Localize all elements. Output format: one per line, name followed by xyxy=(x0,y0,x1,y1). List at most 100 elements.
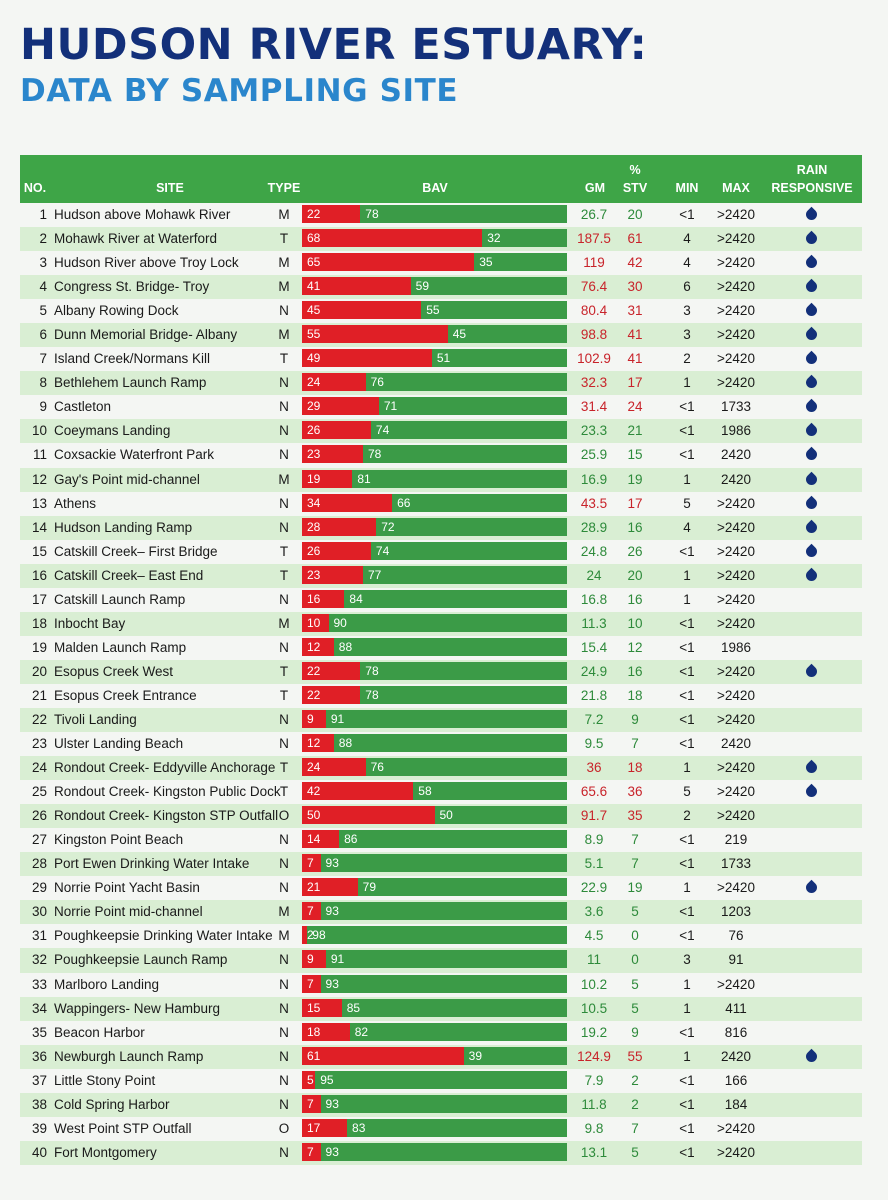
table-row: 29 Norrie Point Yacht Basin N 21 79 22.9 19 1 >2… xyxy=(20,876,862,900)
min-value: <1 xyxy=(679,423,695,439)
rain-responsive-cell xyxy=(800,299,822,323)
min-value: 5 xyxy=(683,784,691,800)
stv-value: 7 xyxy=(631,736,639,752)
bav-bar: 61 39 xyxy=(302,1046,567,1065)
min-value: <1 xyxy=(679,1072,695,1088)
bav-bar: 34 66 xyxy=(302,493,567,512)
rain-responsive-cell xyxy=(800,419,822,443)
stv-value: 7 xyxy=(631,832,639,848)
max-value: >2420 xyxy=(717,375,755,391)
site-name: West Point STP Outfall xyxy=(54,1120,192,1136)
min-value: 4 xyxy=(683,231,691,247)
bav-red-label: 14 xyxy=(307,832,321,847)
bav-bar: 23 78 xyxy=(302,445,567,464)
gm-value: 26.7 xyxy=(580,207,608,222)
bav-green-label: 79 xyxy=(362,880,376,895)
max-value: 1986 xyxy=(720,423,752,439)
site-name: Poughkeepsie Drinking Water Intake xyxy=(54,928,273,944)
site-name: Marlboro Landing xyxy=(54,976,160,992)
header-rain: RAIN xyxy=(796,163,828,177)
table-row: 4 Congress St. Bridge- Troy M 41 59 76.4 30 6 >2… xyxy=(20,275,862,300)
site-name: Newburgh Launch Ramp xyxy=(54,1048,204,1064)
rain-responsive-cell xyxy=(800,203,822,227)
site-type: T xyxy=(279,231,289,247)
bav-red-segment xyxy=(302,661,361,680)
bav-red-label: 41 xyxy=(307,279,321,294)
gm-value: 11.3 xyxy=(581,615,607,631)
bav-red-segment xyxy=(302,902,321,921)
max-value: 2420 xyxy=(720,471,752,487)
gm-value: 24.8 xyxy=(580,543,608,559)
header-min: MIN xyxy=(675,181,699,195)
bav-green-label: 51 xyxy=(436,351,451,366)
raindrop-icon xyxy=(803,230,820,247)
bav-bar: 26 74 xyxy=(302,421,567,440)
site-number: 13 xyxy=(31,495,47,511)
stv-value: 2 xyxy=(631,1096,639,1112)
bav-red-segment xyxy=(302,493,393,512)
bav-red-segment xyxy=(302,782,414,801)
bav-red-label: 26 xyxy=(307,423,321,438)
site-name: Port Ewen Drinking Water Intake xyxy=(54,856,250,872)
rain-responsive-cell xyxy=(800,1093,822,1117)
bav-bar: 21 79 xyxy=(302,878,567,897)
bav-bar: 50 50 xyxy=(302,806,567,825)
gm-value: 91.7 xyxy=(580,808,608,824)
table-row: 22 Tivoli Landing N 9 91 7.2 9 <1 >2420 xyxy=(20,707,862,733)
raindrop-icon xyxy=(803,663,820,680)
site-number: 38 xyxy=(31,1096,47,1112)
rain-responsive-cell xyxy=(800,468,822,492)
bav-red-label: 7 xyxy=(307,1144,314,1159)
site-name: Coxsackie Waterfront Park xyxy=(54,447,215,463)
rain-responsive-cell xyxy=(800,684,822,708)
min-value: <1 xyxy=(679,904,695,920)
gm-value: 25.9 xyxy=(580,447,608,463)
max-value: >2420 xyxy=(717,687,755,703)
bav-red-segment xyxy=(302,806,435,825)
site-type: N xyxy=(279,880,289,896)
table-row: 8 Bethlehem Launch Ramp N 24 76 32.3 17 1 >2420 xyxy=(20,371,862,396)
site-type: N xyxy=(279,711,289,727)
rain-responsive-cell xyxy=(800,540,822,564)
max-value: 2420 xyxy=(720,447,752,463)
rain-responsive-cell xyxy=(800,876,822,900)
site-number: 21 xyxy=(31,687,47,703)
max-value: >2420 xyxy=(717,351,755,367)
bav-red-segment xyxy=(302,734,334,753)
stv-value: 24 xyxy=(627,399,643,415)
raindrop-icon xyxy=(803,1048,820,1064)
site-name: Rondout Creek- Eddyville Anchorage xyxy=(54,760,276,776)
gm-value: 32.3 xyxy=(580,375,608,391)
raindrop-icon xyxy=(803,326,820,343)
bav-green-label: 55 xyxy=(426,303,440,318)
gm-value: 102.9 xyxy=(577,351,611,367)
bav-bar: 7 93 xyxy=(302,1094,567,1113)
site-number: 31 xyxy=(31,928,47,944)
min-value: <1 xyxy=(679,711,695,727)
rain-responsive-cell xyxy=(800,636,822,660)
bav-green-label: 93 xyxy=(325,1144,339,1159)
stv-value: 17 xyxy=(627,495,643,511)
gm-value: 65.6 xyxy=(580,784,608,800)
min-value: <1 xyxy=(679,736,695,752)
site-number: 18 xyxy=(31,615,47,631)
bav-bar: 7 93 xyxy=(302,902,567,921)
site-name: Athens xyxy=(54,495,97,511)
bav-red-label: 61 xyxy=(307,1048,321,1063)
site-number: 19 xyxy=(31,639,47,655)
bav-red-segment xyxy=(302,253,475,272)
site-number: 7 xyxy=(39,351,47,367)
site-number: 10 xyxy=(31,423,47,439)
min-value: <1 xyxy=(679,1144,695,1160)
bav-green-label: 98 xyxy=(312,928,326,943)
table-row: 19 Malden Launch Ramp N 12 88 15.4 12 <1 1986 xyxy=(20,636,862,660)
header-stv: STV xyxy=(622,181,648,195)
site-type: N xyxy=(279,495,289,511)
bav-green-label: 78 xyxy=(365,663,379,678)
min-value: <1 xyxy=(679,1120,695,1136)
bav-bar: 68 32 xyxy=(302,229,567,248)
bav-red-label: 23 xyxy=(307,447,321,462)
raindrop-icon xyxy=(803,471,820,487)
gm-value: 28.9 xyxy=(580,519,608,535)
rain-responsive-cell xyxy=(800,347,822,371)
